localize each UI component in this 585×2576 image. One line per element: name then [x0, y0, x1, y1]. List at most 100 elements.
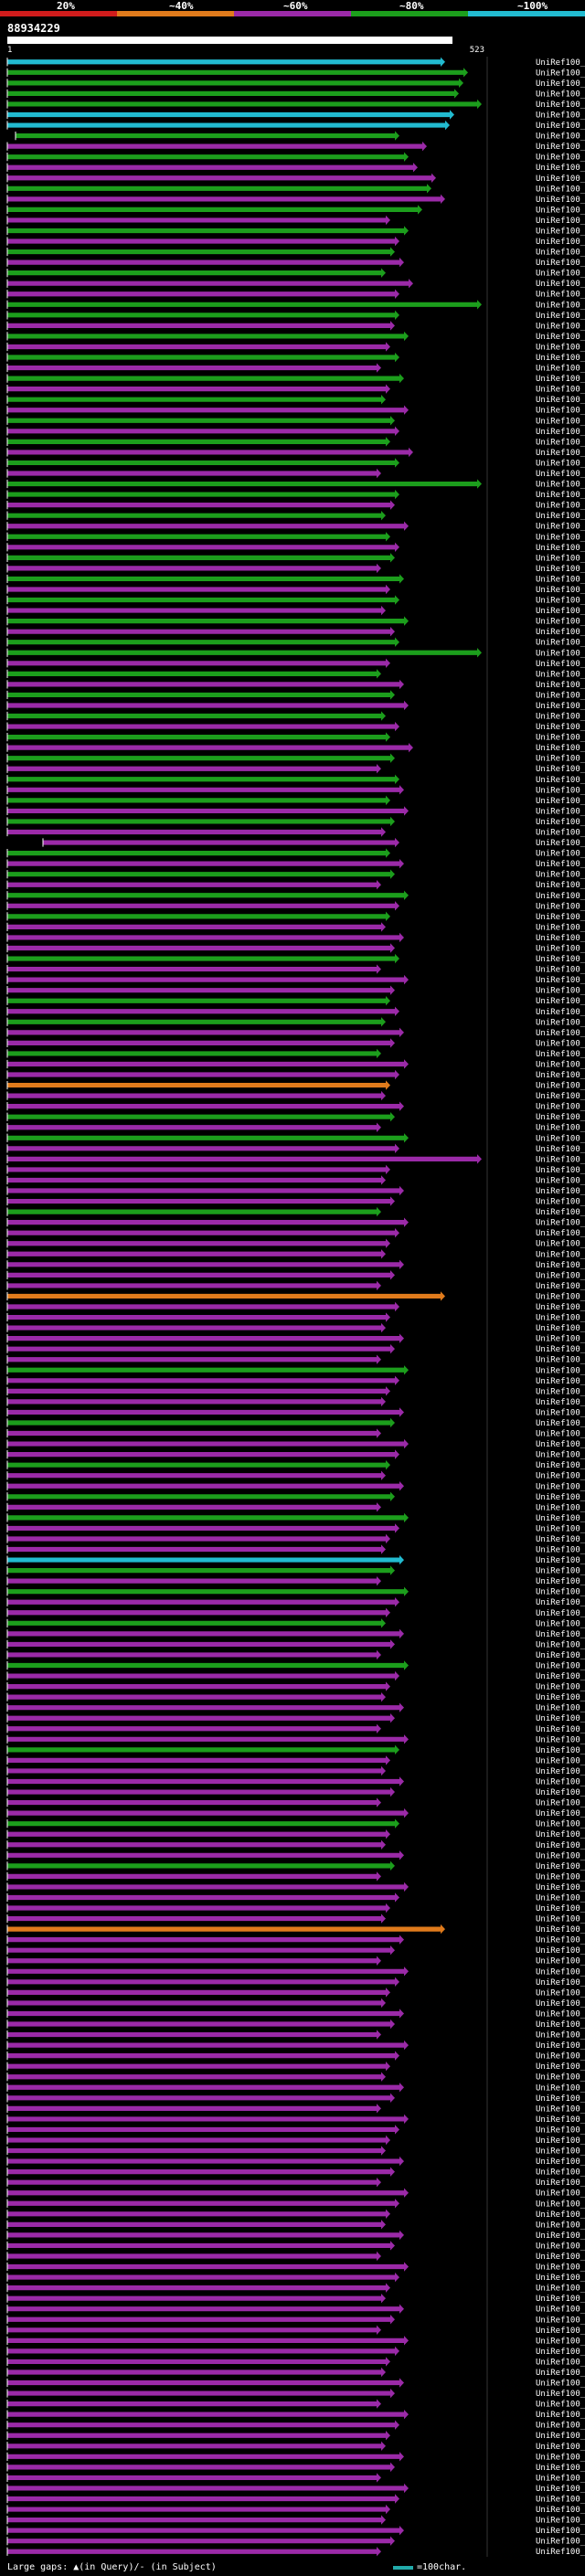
- hit-row: UniRef100_A5Z812: [6, 1301, 585, 1312]
- hit-row: UniRef100_UP1000...: [6, 658, 585, 669]
- hit-id-label: UniRef100_B4JYE9: [536, 343, 585, 352]
- hit-id-label: UniRef100_P10496: [536, 1103, 585, 1112]
- hit-end-arrow: [390, 626, 395, 637]
- hit-end-arrow: [377, 669, 381, 679]
- hit-id-label: UniRef100_Q9M3H2: [536, 2358, 585, 2367]
- hit-row: UniRef100_UP1000...: [6, 2452, 585, 2462]
- hit-end-arrow: [386, 584, 390, 595]
- hit-end-arrow: [404, 1512, 409, 1523]
- hit-end-arrow: [404, 1660, 409, 1670]
- hit-row: UniRef100_C4J0X0: [6, 468, 585, 479]
- hit-end-arrow: [404, 1882, 409, 1892]
- hit-id-label: UniRef100_B6NEP1: [536, 1830, 585, 1839]
- hit-row: UniRef100_B9G691: [6, 1365, 585, 1375]
- hit-row: UniRef100_Q07202: [6, 68, 585, 78]
- hit-id-label: UniRef100_UP1000...: [536, 1598, 585, 1607]
- hit-row: UniRef100_A7SM83: [6, 363, 585, 374]
- hit-end-arrow: [404, 2040, 409, 2051]
- hit-end-arrow: [381, 1765, 386, 1776]
- hit-id-label: UniRef100_B4MC76: [536, 280, 585, 289]
- hit-end-arrow: [395, 2420, 399, 2430]
- hit-end-arrow: [381, 827, 386, 837]
- hit-end-arrow: [381, 2146, 386, 2156]
- hit-row: UniRef100_B4PEW7: [6, 1565, 585, 1576]
- hit-row: UniRef100_C5Y875: [6, 2156, 585, 2167]
- hit-row: UniRef100_B4JFR5: [6, 352, 585, 363]
- hit-id-label: UniRef100_B4JM28: [536, 175, 585, 184]
- hit-end-arrow: [381, 922, 386, 932]
- hit-id-label: UniRef100_B9RS37: [536, 2390, 585, 2399]
- hit-end-arrow: [386, 2431, 390, 2441]
- query-axis: 1 523: [7, 46, 484, 55]
- hit-row: UniRef100_Q8YCR3: [6, 2061, 585, 2072]
- hit-id-label: UniRef100_B4HTL6: [536, 892, 585, 901]
- hit-end-arrow: [390, 1343, 395, 1354]
- hit-end-arrow: [477, 99, 482, 110]
- hit-id-label: UniRef100_B3NHB8: [536, 2401, 585, 2410]
- hit-row: UniRef100_UP1000...: [6, 2051, 585, 2062]
- hit-id-label: UniRef100_A6NI02: [536, 1092, 585, 1101]
- hit-id-label: UniRef100_A5TET0: [536, 955, 585, 964]
- hit-id-label: UniRef100_B6HME4: [536, 459, 585, 468]
- hit-row: UniRef100_B4NET8: [6, 1206, 585, 1217]
- hit-end-arrow: [386, 2357, 390, 2367]
- hit-end-arrow: [386, 658, 390, 668]
- hit-id-label: UniRef100_Q8YCR3: [536, 2062, 585, 2072]
- hit-end-arrow: [377, 764, 381, 774]
- hit-id-label: UniRef100_B4M710: [536, 291, 585, 300]
- hit-row: UniRef100_A2YL85: [6, 2494, 585, 2505]
- hit-end-arrow: [377, 2030, 381, 2040]
- hit-id-label: UniRef100_B3MYN1: [536, 164, 585, 173]
- hit-id-label: UniRef100_UP1000...: [536, 2221, 585, 2230]
- hit-end-arrow: [381, 1017, 386, 1027]
- hit-end-arrow: [377, 2547, 381, 2557]
- hit-id-label: UniRef100_Q9FI02: [536, 829, 585, 838]
- hit-id-label: UniRef100_Q467L3: [536, 90, 585, 99]
- hit-id-label: UniRef100_B4JBJ6: [536, 2168, 585, 2178]
- hit-end-arrow: [381, 605, 386, 616]
- hit-row: UniRef100_B8AG56: [6, 764, 585, 774]
- hit-end-arrow: [477, 300, 482, 310]
- hit-id-label: UniRef100_A7SM83: [536, 365, 585, 374]
- hit-end-arrow: [390, 321, 395, 331]
- hit-row: UniRef100_Q9FUK6: [6, 1702, 585, 1713]
- hit-row: UniRef100_A2YHD1: [6, 2504, 585, 2515]
- hit-row: UniRef100_B4NMC9: [6, 2515, 585, 2526]
- hit-id-label: UniRef100_B4MPK7: [536, 238, 585, 247]
- hit-id-label: UniRef100_B3PES9: [536, 1240, 585, 1249]
- hit-id-label: UniRef100_B4NGA6: [536, 797, 585, 806]
- hit-end-arrow: [477, 479, 482, 489]
- hit-end-arrow: [390, 2388, 395, 2399]
- hit-row: UniRef100_Q42448: [6, 1027, 585, 1038]
- hit-id-label: UniRef100_Q1QYL4: [536, 1134, 585, 1143]
- hit-id-label: UniRef100_B7QN34: [536, 723, 585, 732]
- hit-id-label: UniRef100_Q9FMA7: [536, 1967, 585, 1977]
- hit-row: UniRef100_UP1000...: [6, 742, 585, 753]
- hit-id-label: UniRef100_UP1000...: [536, 1050, 585, 1059]
- hit-end-arrow: [390, 2093, 395, 2104]
- hit-end-arrow: [404, 616, 409, 626]
- hit-end-arrow: [386, 911, 390, 922]
- hit-row: UniRef100_UP1000...: [6, 1048, 585, 1059]
- hit-end-arrow: [404, 2336, 409, 2346]
- hit-end-arrow: [450, 110, 454, 120]
- hit-id-label: UniRef100_B7PGH9: [536, 2443, 585, 2452]
- hit-end-arrow: [395, 637, 399, 647]
- hit-row: UniRef100_C5NJ07: [6, 1185, 585, 1196]
- hit-end-arrow: [395, 542, 399, 553]
- hit-row: UniRef100_Q2D498: [6, 1544, 585, 1555]
- hit-row: UniRef100_B6EQ97: [6, 2083, 585, 2093]
- hit-id-label: UniRef100_B4HBM7: [536, 1851, 585, 1860]
- hit-end-arrow: [390, 1786, 395, 1797]
- hit-id-label: UniRef100_A2YQ51: [536, 2104, 585, 2114]
- hit-row: UniRef100_A2ZJD2: [6, 2030, 585, 2041]
- hit-row: UniRef100_P10496: [6, 1101, 585, 1112]
- hit-end-arrow: [395, 352, 399, 363]
- hit-row: UniRef100_Q1DHL1: [6, 1417, 585, 1428]
- hit-row: UniRef100_B6QXH6: [6, 1744, 585, 1755]
- hit-id-label: UniRef100_UP1000...: [536, 554, 585, 563]
- hit-row: UniRef100_UP1000...: [6, 426, 585, 437]
- hit-end-arrow: [395, 1597, 399, 1607]
- hit-row: UniRef100_UP1000...: [6, 2220, 585, 2230]
- hit-end-arrow: [395, 489, 399, 500]
